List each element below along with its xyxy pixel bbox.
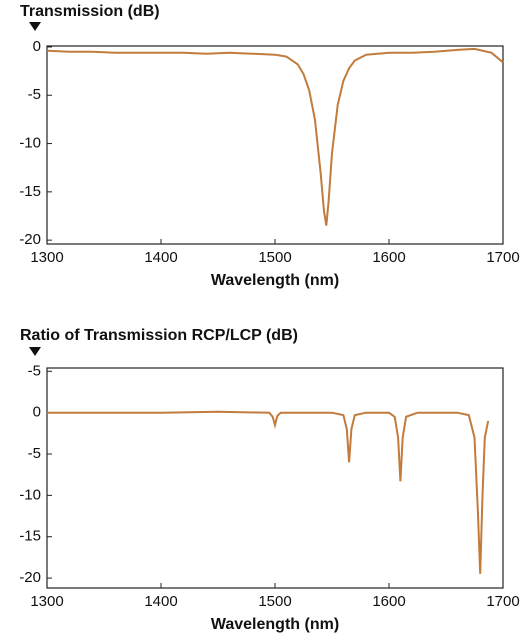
data-line [47, 410, 490, 574]
x-tick-label: 1500 [258, 593, 291, 610]
y-tick-label: -10 [19, 486, 41, 503]
y-tick-label: -5 [28, 445, 41, 462]
y-tick-label: -5 [28, 362, 41, 379]
x-axis-label: Wavelength (nm) [211, 616, 339, 633]
y-tick-label: -5 [28, 86, 41, 103]
y-tick-label: 0 [33, 38, 41, 55]
x-tick-label: 1500 [258, 249, 291, 266]
y-tick-label: -15 [19, 183, 41, 200]
marker [29, 347, 41, 356]
y-tick-label: -20 [19, 231, 41, 248]
data-line [46, 47, 504, 226]
plot-frame [46, 45, 504, 245]
y-tick-label: 0 [33, 404, 41, 421]
marker [29, 22, 41, 31]
x-tick-label: 1600 [372, 249, 405, 266]
x-tick-label: 1300 [30, 593, 63, 610]
chart-title: Transmission (dB) [20, 3, 160, 20]
y-tick-label: -15 [19, 528, 41, 545]
x-tick-label: 1400 [144, 593, 177, 610]
x-axis-label: Wavelength (nm) [211, 272, 339, 289]
x-tick-label: 1600 [372, 593, 405, 610]
x-tick-label: 1700 [486, 593, 519, 610]
y-tick-label: -20 [19, 569, 41, 586]
x-tick-label: 1300 [30, 249, 63, 266]
plot-frame [46, 367, 504, 589]
chart-title: Ratio of Transmission RCP/LCP (dB) [20, 327, 298, 344]
y-tick-label: -10 [19, 135, 41, 152]
x-tick-label: 1700 [486, 249, 519, 266]
x-tick-label: 1400 [144, 249, 177, 266]
